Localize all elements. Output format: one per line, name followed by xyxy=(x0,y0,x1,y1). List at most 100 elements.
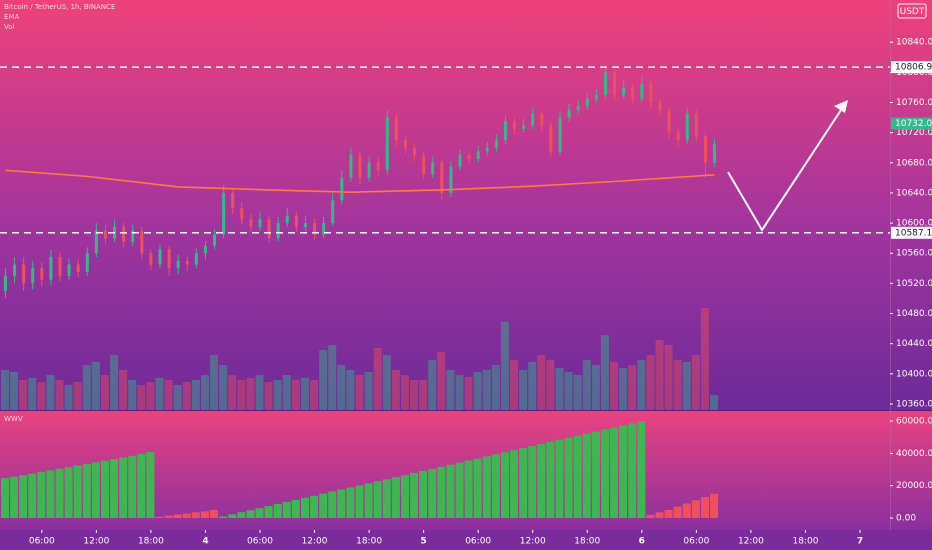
candle-body xyxy=(540,113,544,126)
volume-bar xyxy=(164,380,173,410)
volume-bar xyxy=(537,355,546,410)
indicator-bar xyxy=(510,450,519,519)
candle-body xyxy=(313,223,317,235)
indicator-bar xyxy=(28,473,37,519)
y-tick-label: 60000.00 xyxy=(896,417,932,427)
x-tick-label: 12:00 xyxy=(520,537,546,547)
level-tag xyxy=(891,226,932,239)
candle-body xyxy=(358,155,362,178)
volume-bar xyxy=(210,355,219,410)
y-tick-label: 10520.00 xyxy=(896,279,932,289)
volume-bar xyxy=(28,378,37,410)
candle-body xyxy=(622,87,626,95)
indicator-bar xyxy=(246,510,255,519)
indicator-bar xyxy=(591,431,600,519)
volume-bar xyxy=(464,377,473,410)
candle-body xyxy=(149,253,153,265)
indicator-bar xyxy=(428,468,437,519)
drawing-arrow xyxy=(727,103,846,232)
candle-body xyxy=(213,234,217,246)
indicator-bar xyxy=(446,464,455,519)
candle-body xyxy=(685,113,689,141)
candle-body xyxy=(276,223,280,239)
volume-bar xyxy=(500,322,509,410)
indicator-bar xyxy=(464,460,473,519)
y-tick-label: 10720.00 xyxy=(896,128,932,138)
candle-body xyxy=(131,230,135,242)
indicator-bar xyxy=(419,470,428,519)
indicator-bar xyxy=(400,475,409,519)
volume-bar xyxy=(346,370,355,410)
volume-bar xyxy=(91,362,100,410)
indicator-bar xyxy=(682,503,691,519)
arrow-head xyxy=(834,100,848,113)
x-tick-label: 4 xyxy=(202,537,208,547)
indicator-bar xyxy=(573,435,582,519)
indicator-bar xyxy=(37,471,46,519)
y-tick-label: 10480.00 xyxy=(896,309,932,319)
candle-body xyxy=(85,253,89,273)
candle-body xyxy=(394,117,398,141)
indicator-bar xyxy=(46,470,55,519)
indicator-bar xyxy=(82,463,91,519)
candle-body xyxy=(249,219,253,227)
candle-body xyxy=(576,106,580,111)
candle-body xyxy=(267,219,271,239)
x-tick-label: 06:00 xyxy=(683,537,709,547)
indicator-bar xyxy=(73,465,82,519)
indicator-bar xyxy=(219,516,228,519)
indicator-bar xyxy=(673,506,682,519)
volume-bar xyxy=(628,365,637,410)
indicator-bar xyxy=(646,514,655,519)
candle-body xyxy=(58,257,62,276)
candle-body xyxy=(485,147,489,152)
volume-bar xyxy=(600,335,609,410)
volume-bar xyxy=(610,362,619,410)
y-tick-label: 10360.00 xyxy=(896,399,932,409)
candle-body xyxy=(49,257,53,280)
candle-body xyxy=(185,260,189,265)
candle-body xyxy=(658,102,662,111)
volume-bar xyxy=(573,375,582,410)
candle-body xyxy=(322,223,326,235)
indicator-bar xyxy=(64,467,73,519)
candle-body xyxy=(631,87,635,99)
currency[interactable]: USDT xyxy=(900,7,925,17)
level-label: 10806.92 xyxy=(895,63,932,73)
volume-bar xyxy=(510,360,519,410)
indicator-bar xyxy=(182,513,191,519)
plot-layer: 06:00 12:00 18:00 4 06:00 12:00 18:00 5 06:00 12:… xyxy=(0,38,932,547)
volume-bar xyxy=(10,372,19,410)
currency-box[interactable] xyxy=(897,3,927,19)
indicator-bar xyxy=(637,421,646,519)
indicator-bar xyxy=(410,472,419,519)
candle-body xyxy=(522,125,526,129)
candle-body xyxy=(594,94,598,99)
legend-ema: EMA xyxy=(4,13,19,21)
candle-body xyxy=(603,72,607,95)
volume-bar xyxy=(428,360,437,410)
candle-body xyxy=(158,249,162,265)
candle-body xyxy=(13,264,17,276)
y-tick-label: 10680.00 xyxy=(896,158,932,168)
volume-bar xyxy=(700,308,709,410)
volume-bar xyxy=(237,380,246,410)
candle-body xyxy=(122,226,126,242)
candle-body xyxy=(503,121,507,141)
indicator-bar xyxy=(164,515,173,519)
candle-body xyxy=(22,264,26,284)
legend-wwv: WWV xyxy=(4,415,23,423)
candle-body xyxy=(140,230,144,254)
indicator-bar xyxy=(264,506,273,519)
indicator-bar xyxy=(119,457,128,519)
indicator-bar xyxy=(300,497,309,519)
y-tick-label: 20000.00 xyxy=(896,481,932,491)
candle-body xyxy=(294,215,298,227)
indicator-bar xyxy=(328,491,337,519)
volume-bar xyxy=(619,368,628,410)
indicator-bar xyxy=(155,516,164,519)
volume-bar xyxy=(64,385,73,410)
candle-body xyxy=(567,110,571,118)
volume-bar xyxy=(564,372,573,410)
